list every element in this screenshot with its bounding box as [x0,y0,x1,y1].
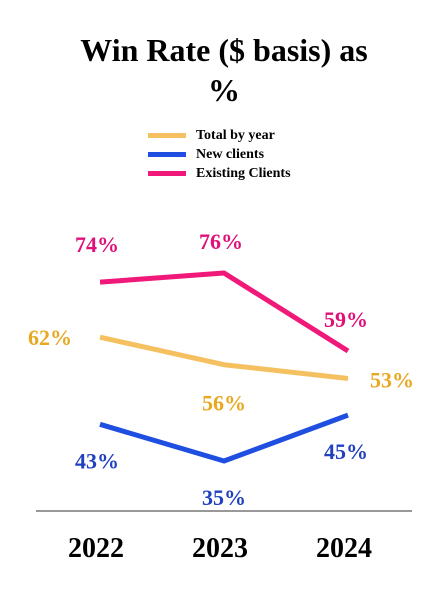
legend-item-total: Total by year [148,126,291,145]
legend-swatch-existing-clients [148,171,186,176]
data-label-total-2023: 56% [202,391,246,416]
data-label-total-2022: 62% [28,325,72,350]
x-tick-label-2024: 2024 [316,533,372,564]
chart-title-line-2: % [208,72,240,108]
data-label-new-clients-2022: 43% [75,448,119,473]
x-tick-label-2022: 2022 [68,533,124,564]
legend-label-existing-clients: Existing Clients [196,165,291,181]
data-label-existing-clients-2022: 74% [75,232,119,257]
legend-swatch-new-clients [148,152,186,157]
legend-label-total: Total by year [196,127,275,143]
series-line-total [99,334,349,381]
x-tick-label-2023: 2023 [192,533,248,564]
data-label-new-clients-2024: 45% [324,439,368,464]
series-line-existing-clients [99,270,350,354]
series-line-new-clients [99,412,349,464]
data-label-total-2024: 53% [370,367,414,392]
legend-label-new-clients: New clients [196,146,265,162]
data-label-existing-clients-2024: 59% [324,307,368,332]
chart-title-line-1: Win Rate ($ basis) as [80,32,368,68]
chart-legend: Total by year New clients Existing Clien… [148,126,291,183]
legend-item-existing-clients: Existing Clients [148,164,291,183]
data-label-existing-clients-2023: 76% [199,229,243,254]
chart-title: Win Rate ($ basis) as % [0,30,448,110]
data-label-new-clients-2023: 35% [202,485,246,510]
legend-item-new-clients: New clients [148,145,291,164]
legend-swatch-total [148,133,186,138]
